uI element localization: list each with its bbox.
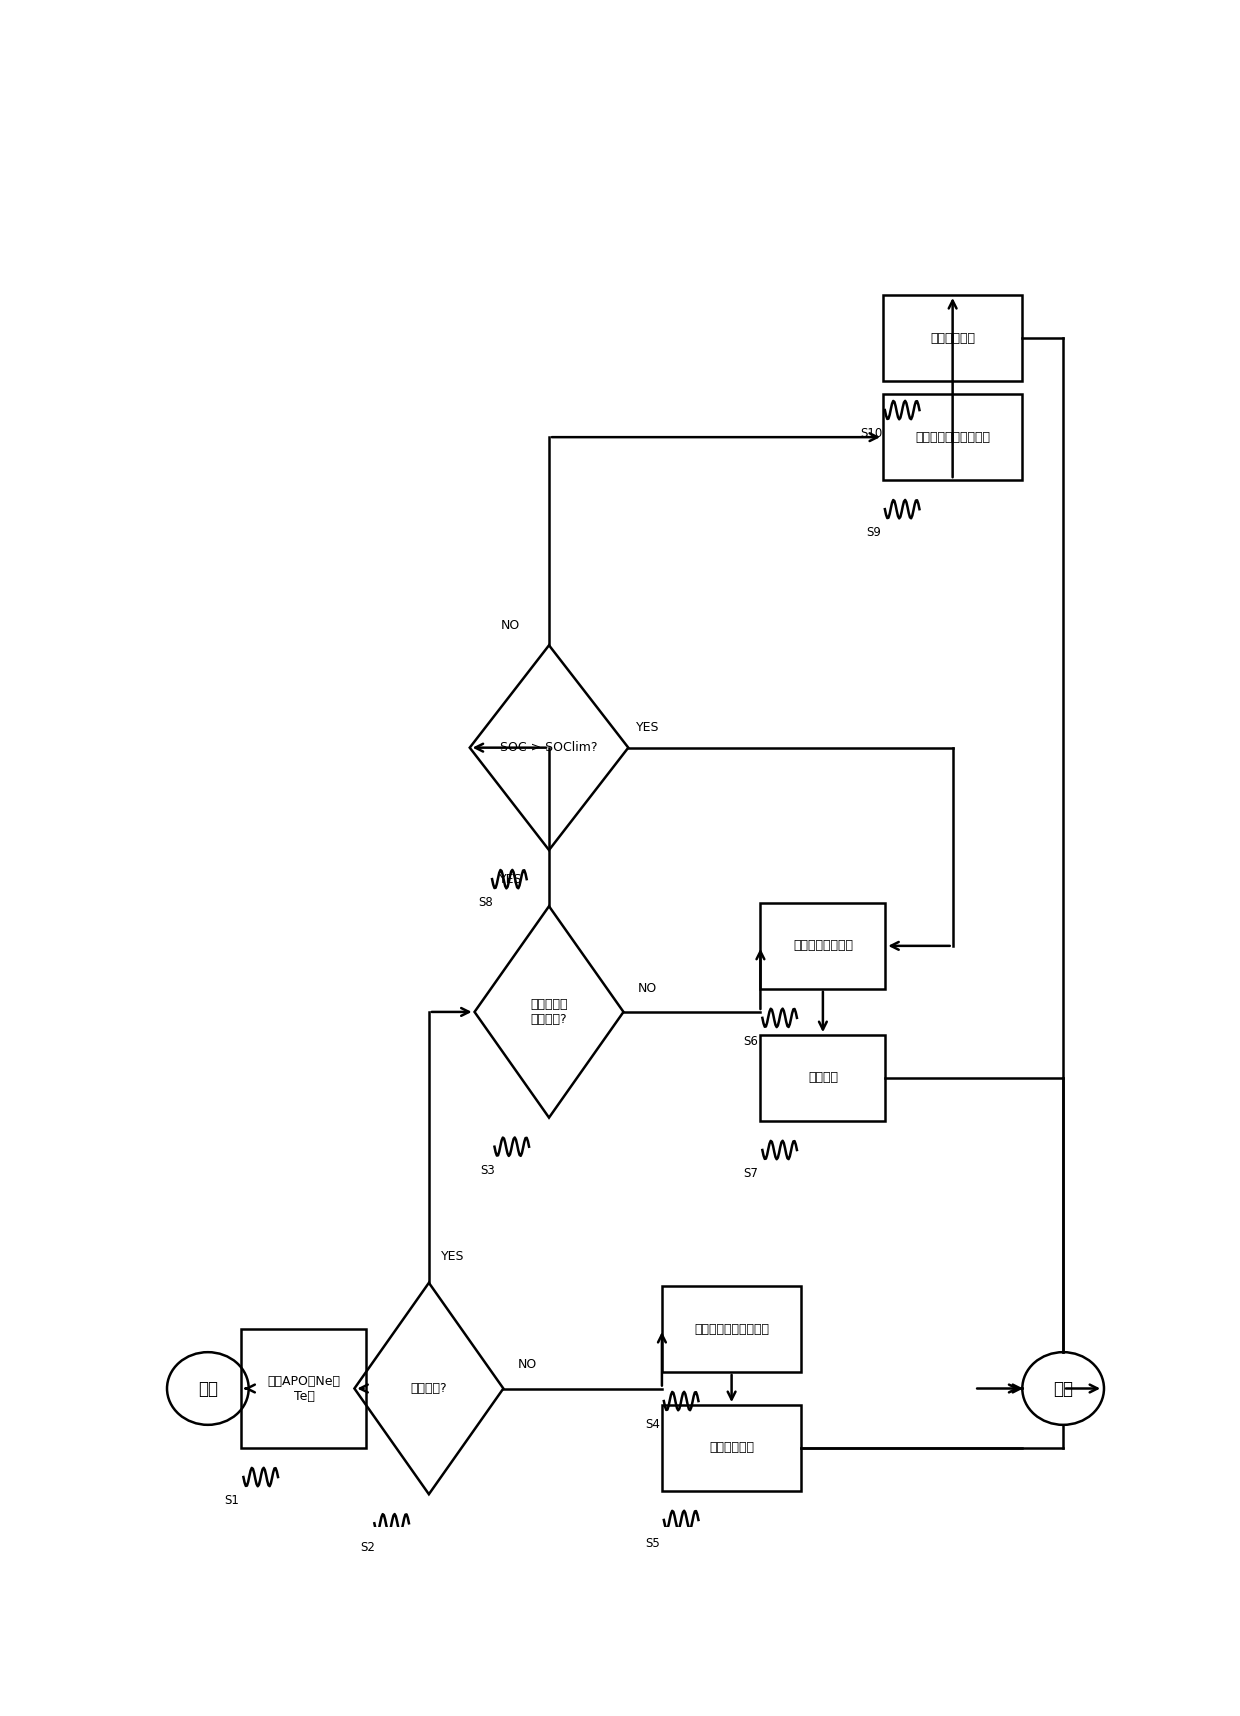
Text: S7: S7 bbox=[744, 1167, 758, 1181]
Text: S5: S5 bbox=[645, 1538, 660, 1550]
Text: NO: NO bbox=[501, 619, 521, 631]
Text: S4: S4 bbox=[645, 1419, 660, 1431]
Text: S2: S2 bbox=[360, 1541, 374, 1553]
Text: SOC > SOClim?: SOC > SOClim? bbox=[500, 741, 598, 753]
Text: 化学计量模式: 化学计量模式 bbox=[709, 1441, 754, 1455]
Text: YES: YES bbox=[498, 873, 522, 885]
Text: S1: S1 bbox=[224, 1495, 239, 1507]
Text: NO: NO bbox=[637, 982, 657, 995]
Text: YES: YES bbox=[441, 1249, 465, 1263]
Text: 化学计量空燃比对应图: 化学计量空燃比对应图 bbox=[915, 431, 990, 444]
Text: 稀薄模式: 稀薄模式 bbox=[808, 1071, 838, 1085]
Text: 结束: 结束 bbox=[1053, 1380, 1073, 1397]
Text: NO: NO bbox=[518, 1359, 537, 1371]
Text: 稀薄空燃比对应图: 稀薄空燃比对应图 bbox=[792, 939, 853, 952]
Text: S9: S9 bbox=[866, 527, 880, 539]
Text: YES: YES bbox=[636, 721, 660, 734]
Text: S6: S6 bbox=[744, 1035, 758, 1048]
Text: 化学计量模式: 化学计量模式 bbox=[930, 331, 975, 345]
Text: 读入APO、Ne、
Te等: 读入APO、Ne、 Te等 bbox=[268, 1375, 341, 1402]
Text: 化学计量空燃比对应图: 化学计量空燃比对应图 bbox=[694, 1323, 769, 1335]
Text: 上次为化学
计量模式?: 上次为化学 计量模式? bbox=[531, 999, 568, 1026]
Text: S8: S8 bbox=[477, 896, 492, 909]
Text: S10: S10 bbox=[861, 427, 883, 441]
Text: 开始: 开始 bbox=[198, 1380, 218, 1397]
Text: S3: S3 bbox=[480, 1163, 495, 1177]
Text: 稀薄区域?: 稀薄区域? bbox=[410, 1381, 448, 1395]
